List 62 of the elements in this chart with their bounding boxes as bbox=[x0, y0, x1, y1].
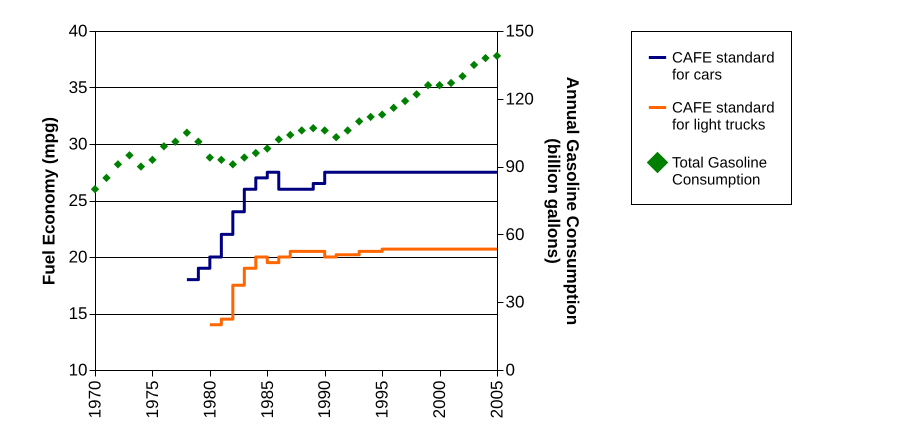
point bbox=[171, 138, 180, 146]
point bbox=[274, 135, 283, 144]
point bbox=[446, 78, 456, 88]
y-axis-title: Fuel Economy (mpg) bbox=[40, 116, 59, 286]
point bbox=[228, 160, 238, 169]
legend-label: Total Gasoline Consumption bbox=[672, 154, 768, 188]
point bbox=[309, 124, 318, 132]
point bbox=[378, 110, 386, 119]
y-tick-label: 15 bbox=[68, 304, 88, 323]
y-tick-label: 25 bbox=[68, 191, 88, 210]
y2-tick-label: 30 bbox=[506, 292, 524, 312]
y-tick-label: 10 bbox=[68, 360, 88, 380]
point bbox=[90, 185, 100, 194]
point bbox=[160, 142, 168, 150]
y2-tick-label: 90 bbox=[506, 157, 524, 176]
x-tick-label: 1970 bbox=[86, 380, 104, 418]
point bbox=[298, 126, 306, 135]
point bbox=[458, 72, 467, 80]
point bbox=[435, 81, 444, 90]
point bbox=[148, 156, 157, 164]
y2-tick-label: 120 bbox=[506, 89, 534, 108]
point bbox=[389, 104, 398, 112]
point bbox=[366, 112, 375, 122]
x-tick-label: 2005 bbox=[488, 380, 506, 418]
y2-tick-label: 60 bbox=[506, 224, 524, 244]
point bbox=[412, 90, 421, 98]
point bbox=[194, 138, 203, 146]
y-tick-label: 30 bbox=[68, 134, 88, 154]
point bbox=[424, 81, 432, 90]
point bbox=[344, 126, 352, 135]
x-tick-label: 1990 bbox=[315, 380, 334, 418]
y-tick-label: 35 bbox=[68, 78, 88, 97]
y-tick-label: 40 bbox=[68, 22, 88, 40]
point bbox=[400, 96, 410, 106]
point bbox=[102, 174, 111, 182]
y2-tick-label: 150 bbox=[506, 22, 534, 40]
point bbox=[182, 128, 192, 137]
y2-axis-title: Annual Gasoline Consumption (billion gallons) bbox=[544, 76, 582, 326]
x-tick-label: 1985 bbox=[258, 380, 277, 418]
point bbox=[332, 133, 340, 142]
point bbox=[354, 117, 364, 126]
legend-label: CAFE standard for cars bbox=[672, 50, 775, 84]
y2-tick-label: 0 bbox=[506, 360, 515, 380]
point bbox=[481, 54, 490, 62]
x-tick-label: 1980 bbox=[200, 380, 220, 418]
point bbox=[470, 60, 478, 70]
point bbox=[136, 162, 146, 171]
point bbox=[263, 144, 272, 153]
point bbox=[320, 126, 329, 135]
point bbox=[114, 160, 122, 169]
point bbox=[217, 156, 226, 164]
point bbox=[240, 153, 248, 162]
point bbox=[125, 151, 134, 160]
x-tick-label: 2000 bbox=[430, 380, 450, 418]
legend-label: CAFE standard for light trucks bbox=[672, 100, 775, 134]
point bbox=[252, 148, 260, 158]
point bbox=[206, 153, 214, 162]
x-tick-label: 1995 bbox=[372, 380, 392, 418]
y-tick-label: 20 bbox=[68, 248, 88, 266]
point bbox=[492, 52, 502, 60]
point bbox=[286, 130, 294, 140]
x-tick-label: 1975 bbox=[142, 380, 162, 418]
